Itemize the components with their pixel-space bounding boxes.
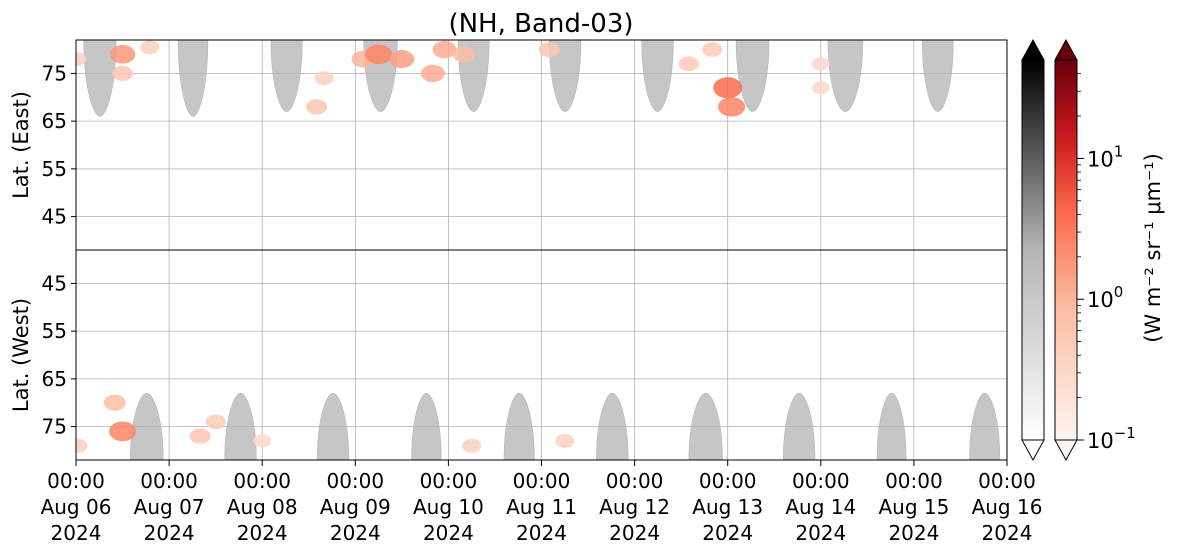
emission-patch-top-0 — [76, 52, 87, 67]
colorbar-grey-body — [1021, 59, 1045, 441]
y-axis-label-west: Lat. (West) — [9, 298, 33, 412]
x-tick-label-8: 00:00 Aug 14 2024 — [785, 469, 856, 545]
x-tick-label-1: 00:00 Aug 07 2024 — [134, 469, 205, 545]
colorbar-reds-extend-min — [1054, 439, 1078, 462]
emission-patch-bot-1 — [109, 421, 137, 442]
colorbar-grey — [1021, 38, 1045, 462]
colorbar-reds-extend-max — [1054, 38, 1078, 61]
emission-patch-top-7 — [365, 44, 393, 65]
y-tick-label-top-2: 65 — [42, 109, 67, 133]
x-tick-label-4: 00:00 Aug 10 2024 — [413, 469, 484, 545]
emission-patch-bot-4 — [205, 414, 226, 430]
y-tick-label-top-0: 45 — [42, 205, 67, 229]
colorbar-reds-body — [1054, 59, 1078, 441]
emission-patch-top-13 — [678, 56, 699, 72]
emission-patch-top-17 — [811, 81, 830, 95]
colorbar-label: (W m⁻² sr⁻¹ μm⁻¹) — [1141, 153, 1165, 343]
x-tick-label-10: 00:00 Aug 16 2024 — [972, 469, 1043, 545]
emission-patch-top-2 — [112, 65, 134, 82]
x-tick-label-0: 00:00 Aug 06 2024 — [41, 469, 112, 545]
emission-patch-bot-3 — [189, 428, 211, 444]
sunlit-mask-top-9 — [922, 40, 954, 112]
sunlit-mask-top-8 — [827, 40, 864, 112]
chart-title: (NH, Band-03) — [448, 9, 633, 39]
panel-west: 75 65 55 45 Lat. (West) — [9, 250, 1008, 460]
emission-patch-bot-0 — [76, 438, 88, 453]
emission-patch-top-11 — [452, 46, 475, 63]
emission-patch-top-5 — [314, 71, 334, 86]
emission-patch-top-14 — [702, 42, 723, 57]
x-axis: 00:00 Aug 06 2024 00:00 Aug 07 2024 00:00 Aug 0… — [41, 460, 1043, 545]
sunlit-mask-top-0 — [83, 40, 117, 117]
emission-patch-bot-5 — [253, 434, 272, 448]
emission-patch-top-10 — [432, 40, 457, 59]
emission-patch-top-12 — [538, 41, 560, 58]
colorbar-tick-label-0: 10−1 — [1087, 424, 1136, 453]
sunlit-mask-top-7 — [735, 40, 770, 112]
emission-patch-top-18 — [811, 57, 830, 71]
x-tick-label-7: 00:00 Aug 13 2024 — [692, 469, 763, 545]
sunlit-mask-top-2 — [270, 40, 303, 112]
colorbar-grey-extend-max — [1021, 38, 1045, 61]
y-tick-label-bot-1: 65 — [42, 367, 67, 391]
panel-east: 45 55 65 75 Lat. (East) — [9, 40, 1008, 250]
colorbar-tick-label-1: 100 — [1087, 283, 1123, 312]
emission-patch-top-4 — [306, 99, 327, 115]
x-tick-label-5: 00:00 Aug 11 2024 — [506, 469, 577, 545]
emission-patch-top-3 — [140, 40, 160, 55]
sunlit-mask-top-1 — [177, 40, 209, 117]
y-axis-label-east: Lat. (East) — [9, 91, 33, 199]
emission-patch-bot-6 — [462, 438, 482, 453]
emission-patch-top-16 — [718, 96, 746, 117]
emission-patch-top-15 — [713, 77, 743, 99]
emission-patch-bot-2 — [103, 394, 126, 411]
y-tick-label-bot-0: 75 — [42, 415, 67, 439]
emission-patch-top-8 — [389, 50, 415, 69]
x-tick-label-2: 00:00 Aug 08 2024 — [227, 469, 298, 545]
emission-patch-bot-7 — [555, 433, 575, 448]
y-tick-label-bot-2: 55 — [42, 319, 67, 343]
sunlit-mask-top-6 — [641, 40, 674, 112]
x-tick-label-3: 00:00 Aug 09 2024 — [320, 469, 391, 545]
y-tick-label-bot-3: 45 — [42, 271, 67, 295]
colorbar-reds: 10−1 100 101 — [1054, 38, 1136, 462]
emission-patch-top-1 — [109, 44, 136, 64]
sunlit-mask-top-5 — [548, 40, 582, 112]
y-tick-label-top-1: 55 — [42, 157, 67, 181]
x-tick-label-9: 00:00 Aug 15 2024 — [878, 469, 949, 545]
colorbar-grey-extend-min — [1021, 439, 1045, 462]
x-tick-label-6: 00:00 Aug 12 2024 — [599, 469, 670, 545]
colorbar-tick-label-2: 101 — [1087, 142, 1123, 171]
emission-patch-top-9 — [420, 64, 445, 83]
y-tick-label-top-3: 75 — [42, 61, 67, 85]
